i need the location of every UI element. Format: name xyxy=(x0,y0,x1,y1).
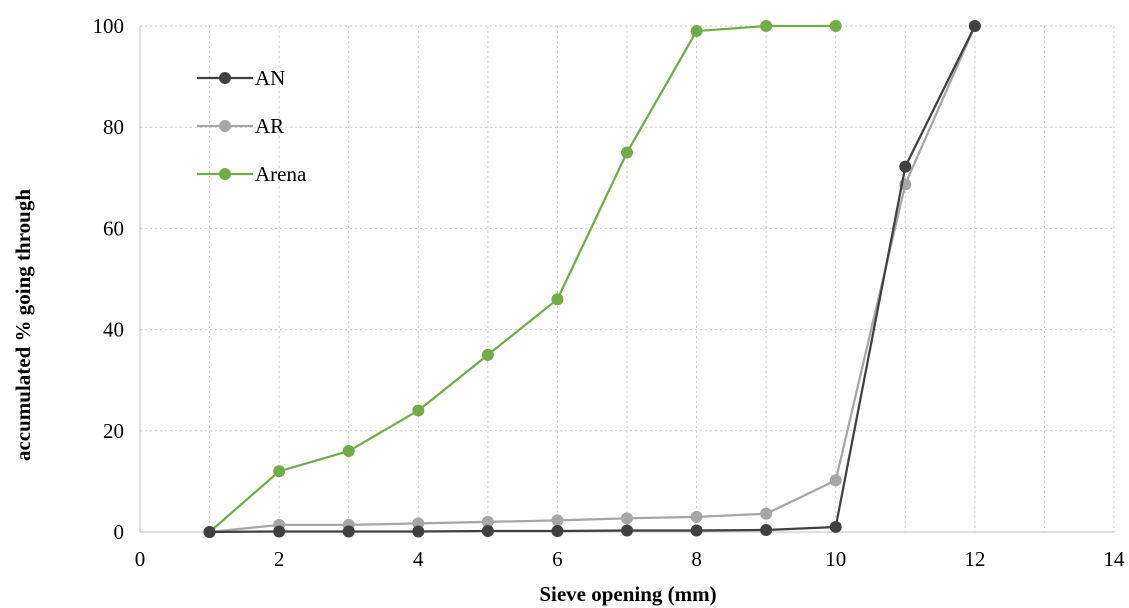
legend-item-ar: AR xyxy=(197,114,284,138)
legend-label-arena: Arena xyxy=(255,162,307,186)
data-point-an xyxy=(342,525,355,538)
y-tick-label: 20 xyxy=(103,419,124,443)
y-axis-title: accumulated % going through xyxy=(11,189,35,461)
data-point-arena xyxy=(621,146,633,159)
data-point-arena xyxy=(273,465,286,478)
data-point-ar xyxy=(829,474,842,487)
x-tick-labels: 0 2 4 6 8 10 12 14 xyxy=(135,547,1125,571)
data-point-arena xyxy=(760,20,773,32)
series-group xyxy=(203,20,981,538)
legend-marker-ar xyxy=(219,120,231,132)
data-point-arena xyxy=(829,20,842,32)
x-tick-label: 6 xyxy=(552,547,563,571)
data-point-arena xyxy=(481,348,494,361)
x-axis-title: Sieve opening (mm) xyxy=(539,582,716,606)
y-tick-labels: 0 20 40 60 80 100 xyxy=(93,14,125,544)
series-line-ar xyxy=(209,25,976,534)
y-tick-label: 80 xyxy=(103,115,124,139)
data-point-an xyxy=(690,524,703,537)
legend-marker-arena xyxy=(219,168,231,180)
x-tick-label: 14 xyxy=(1104,547,1126,571)
data-point-arena xyxy=(690,25,703,38)
y-tick-label: 60 xyxy=(103,216,124,240)
legend-item-an: AN xyxy=(197,66,285,90)
data-point-ar xyxy=(621,512,633,525)
series-line-an xyxy=(209,25,976,534)
data-point-arena xyxy=(551,293,564,306)
series-line-arena xyxy=(208,24,836,533)
series-arena xyxy=(203,20,842,538)
data-point-an xyxy=(203,526,216,538)
data-point-arena xyxy=(342,445,355,458)
x-tick-label: 0 xyxy=(135,547,146,571)
data-point-ar xyxy=(760,507,773,520)
legend-item-arena: Arena xyxy=(197,162,307,186)
data-point-an xyxy=(899,160,912,173)
data-point-ar xyxy=(481,515,494,528)
legend-label-an: AN xyxy=(255,66,285,90)
data-point-ar xyxy=(690,510,703,523)
data-point-arena xyxy=(412,404,425,417)
legend: AN AR Arena xyxy=(197,66,307,186)
x-tick-label: 10 xyxy=(825,547,846,571)
x-tick-label: 4 xyxy=(413,547,424,571)
legend-label-ar: AR xyxy=(255,114,284,138)
data-point-an xyxy=(621,524,633,537)
data-point-an xyxy=(968,20,981,32)
data-point-an xyxy=(760,523,773,536)
legend-marker-an xyxy=(219,72,231,84)
y-tick-label: 100 xyxy=(93,14,125,38)
y-tick-label: 40 xyxy=(103,318,124,342)
data-point-an xyxy=(273,525,286,538)
x-tick-label: 8 xyxy=(691,547,702,571)
data-point-an xyxy=(551,524,564,537)
data-point-an xyxy=(829,520,842,533)
x-tick-label: 2 xyxy=(274,547,285,571)
data-point-ar xyxy=(551,514,564,527)
y-tick-label: 0 xyxy=(114,520,125,544)
series-an xyxy=(203,20,981,538)
grid xyxy=(140,25,1115,532)
data-point-an xyxy=(481,524,494,537)
data-point-an xyxy=(412,525,425,538)
x-tick-label: 12 xyxy=(964,547,985,571)
